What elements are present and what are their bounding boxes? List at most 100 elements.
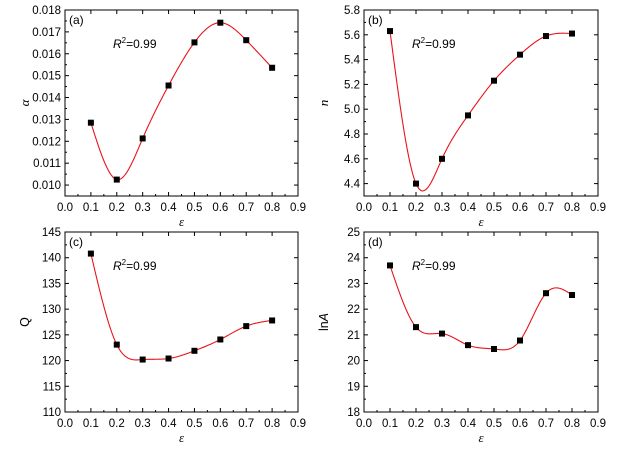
data-point xyxy=(87,119,94,126)
x-tick-label: 0.7 xyxy=(238,418,254,430)
x-tick-label: 0.8 xyxy=(564,202,580,214)
panel-label-c: (c) xyxy=(69,235,83,249)
x-tick-label: 0.5 xyxy=(486,202,502,214)
x-tick-label: 0.6 xyxy=(212,418,228,430)
data-point xyxy=(543,290,549,297)
plot-frame xyxy=(363,231,599,413)
x-tick-label: 0.0 xyxy=(356,202,372,214)
x-tick-label: 0.0 xyxy=(57,202,73,214)
data-point xyxy=(465,112,471,119)
x-tick-label: 0.8 xyxy=(264,418,280,430)
x-tick-label: 0.4 xyxy=(161,418,178,430)
x-tick-label: 0.5 xyxy=(486,418,502,430)
x-axis-label: ε xyxy=(478,430,484,445)
data-point xyxy=(113,176,120,183)
x-tick-label: 0.7 xyxy=(538,202,554,214)
x-tick-label: 0.6 xyxy=(212,202,228,214)
x-tick-label: 0.9 xyxy=(290,202,306,214)
fit-curve xyxy=(389,265,573,351)
y-tick-label: 135 xyxy=(42,278,61,290)
x-tick-label: 0.2 xyxy=(408,202,424,214)
y-axis-label: lnA xyxy=(317,313,331,331)
y-axis-label: n xyxy=(316,100,331,107)
x-axis-label: ε xyxy=(478,214,484,229)
data-point xyxy=(569,30,575,37)
x-tick-label: 0.9 xyxy=(590,418,606,430)
y-tick-label: 140 xyxy=(42,253,61,265)
x-tick-label: 0.6 xyxy=(512,418,528,430)
panel-b: 0.0 0.1 0.2 0.3 0.4 0.5 0.6 0.7 0.8 0.9 4.4 4.6 4.8 5… xyxy=(316,5,606,229)
data-point xyxy=(165,82,172,89)
y-tick-label: 23 xyxy=(347,278,360,290)
y-tick-label: 19 xyxy=(347,381,360,393)
data-point xyxy=(439,155,445,162)
x-tick-label: 0.3 xyxy=(135,418,151,430)
x-tick-label: 0.9 xyxy=(590,202,606,214)
y-tick-label: 4.6 xyxy=(344,154,360,166)
y-tick-label: 5.2 xyxy=(344,79,360,91)
data-point xyxy=(439,330,445,337)
y-tick-label: 0.012 xyxy=(32,136,61,148)
r-squared-annotation: R2=0.99 xyxy=(412,36,456,51)
x-tick-label: 0.4 xyxy=(460,418,477,430)
data-point xyxy=(113,341,120,348)
y-tick-label: 21 xyxy=(347,330,360,342)
x-tick-label: 0.5 xyxy=(186,202,202,214)
data-point xyxy=(465,342,471,349)
x-tick-label: 0.3 xyxy=(434,202,450,214)
x-tick-label: 0.9 xyxy=(290,418,306,430)
y-tick-label: 5.6 xyxy=(344,30,360,42)
panel-d: 0.0 0.1 0.2 0.3 0.4 0.5 0.6 0.7 0.8 0.9 18 19 20 21 22… xyxy=(317,227,606,445)
data-point xyxy=(87,250,94,257)
y-tick-label: 0.017 xyxy=(32,27,61,39)
data-point xyxy=(165,355,172,362)
y-tick-label: 5.4 xyxy=(344,55,361,67)
y-tick-label: 4.4 xyxy=(344,179,361,191)
y-tick-label: 4.8 xyxy=(344,129,360,141)
x-tick-label: 0.7 xyxy=(238,202,254,214)
data-point xyxy=(217,336,224,343)
x-axis-label: ε xyxy=(179,214,185,229)
y-tick-label: 0.010 xyxy=(32,180,61,192)
data-point xyxy=(517,337,523,344)
panel-label-a: (a) xyxy=(69,13,84,27)
y-axis-label: Q xyxy=(18,317,32,327)
y-tick-label: 5.0 xyxy=(344,104,360,116)
y-tick-label: 115 xyxy=(43,381,61,393)
x-tick-label: 0.6 xyxy=(512,202,528,214)
y-tick-label: 120 xyxy=(42,356,61,368)
x-tick-label: 0.0 xyxy=(57,418,73,430)
data-point xyxy=(139,356,146,363)
panel-c: 0.0 0.1 0.2 0.3 0.4 0.5 0.6 0.7 0.8 0.9 110 115 120 1… xyxy=(18,227,306,445)
x-tick-label: 0.8 xyxy=(564,418,580,430)
x-tick-label: 0.8 xyxy=(264,202,280,214)
data-point xyxy=(517,51,523,58)
y-tick-label: 130 xyxy=(42,304,61,316)
fit-curve xyxy=(90,22,273,181)
y-tick-label: 5.8 xyxy=(344,5,360,17)
x-tick-label: 0.1 xyxy=(83,418,99,430)
y-tick-label: 0.011 xyxy=(33,158,61,170)
x-tick-label: 0.2 xyxy=(408,418,424,430)
data-point xyxy=(191,347,198,354)
data-point xyxy=(191,39,198,46)
y-tick-label: 125 xyxy=(42,330,61,342)
x-tick-label: 0.2 xyxy=(109,202,125,214)
r-squared-annotation: R2=0.99 xyxy=(113,36,157,51)
y-tick-label: 145 xyxy=(42,227,61,239)
y-tick-label: 20 xyxy=(347,356,360,368)
x-tick-label: 0.1 xyxy=(83,202,99,214)
fit-curve xyxy=(90,253,273,361)
x-axis-label: ε xyxy=(179,430,185,445)
data-point xyxy=(543,33,549,40)
fit-curve xyxy=(389,31,573,192)
data-point xyxy=(269,64,276,71)
data-point xyxy=(387,262,393,269)
y-tick-label: 0.016 xyxy=(32,49,61,61)
data-point xyxy=(243,323,250,330)
panel-label-d: (d) xyxy=(368,235,383,249)
x-tick-label: 0.2 xyxy=(109,418,125,430)
x-tick-label: 0.4 xyxy=(161,202,178,214)
data-point xyxy=(569,292,575,298)
